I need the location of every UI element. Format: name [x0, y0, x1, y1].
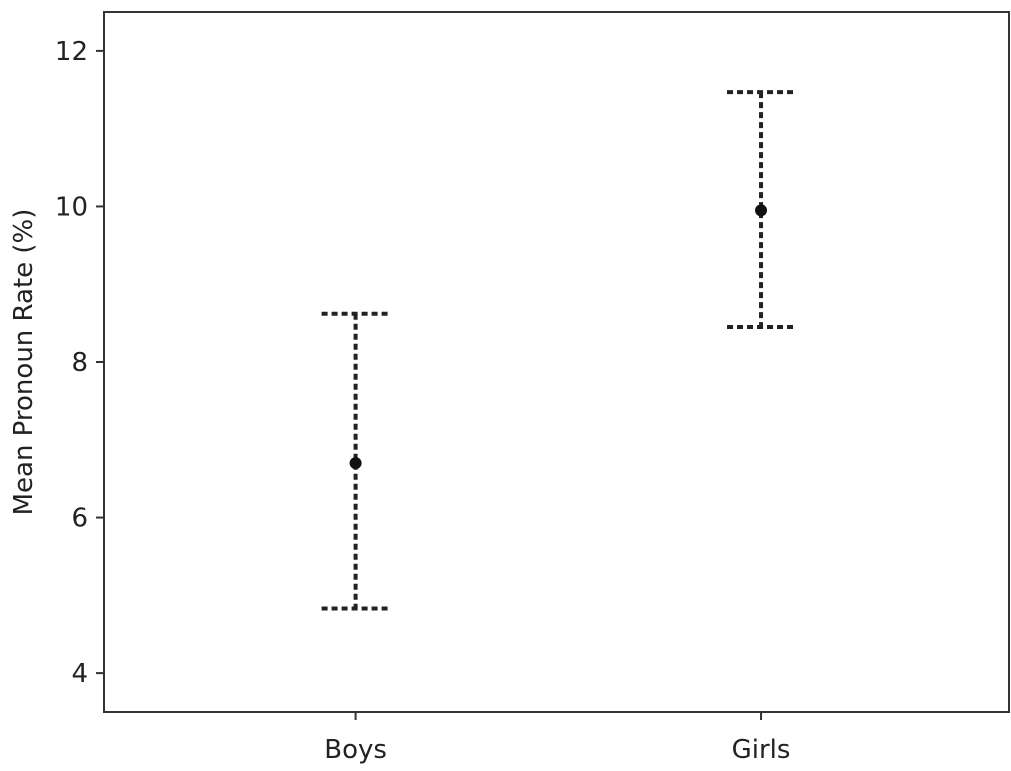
marks-layer — [321, 90, 796, 611]
y-tick-label: 12 — [55, 37, 88, 67]
y-axis-title: Mean Pronoun Rate (%) — [9, 209, 39, 516]
x-tick-label: Boys — [324, 735, 387, 765]
y-tick-label: 4 — [71, 659, 88, 689]
mean-marker — [349, 457, 362, 470]
y-tick-label: 6 — [71, 504, 88, 534]
axes-layer — [96, 11, 1010, 720]
y-tick-label: 10 — [55, 192, 88, 222]
x-tick-label: Girls — [732, 735, 791, 765]
y-tick-label: 8 — [71, 348, 88, 378]
plot-frame — [103, 11, 1010, 713]
mean-marker — [755, 204, 768, 217]
labels-layer: Mean Pronoun Rate (%) 4 6 8 10 12 Boys Girls — [9, 37, 790, 765]
